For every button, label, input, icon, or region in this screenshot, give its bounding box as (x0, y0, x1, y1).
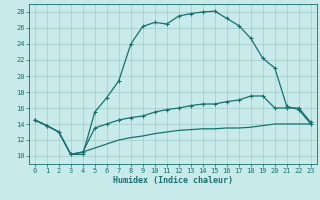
X-axis label: Humidex (Indice chaleur): Humidex (Indice chaleur) (113, 176, 233, 185)
